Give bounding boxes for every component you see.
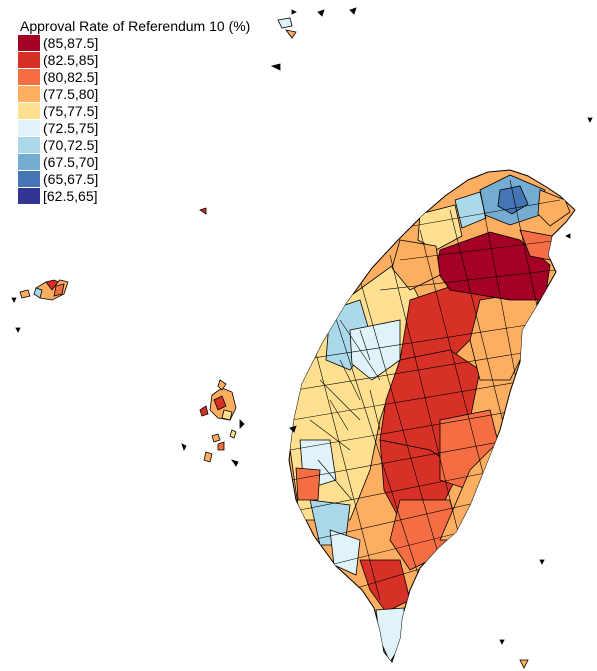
legend-items: (85,87.5] (82.5,85] (80,82.5] (77.5,80] (75,… — [18, 34, 250, 204]
legend-swatch — [18, 170, 40, 187]
region-new-taipei — [454, 191, 487, 229]
map-legend: Approval Rate of Referendum 10 (%) (85,8… — [18, 18, 250, 204]
legend-item: (75,77.5] — [18, 102, 250, 119]
legend-swatch — [18, 51, 40, 68]
legend-swatch — [18, 85, 40, 102]
legend-item: (65,67.5] — [18, 170, 250, 187]
legend-item: (85,87.5] — [18, 34, 250, 51]
region-yilan-coast — [519, 229, 553, 261]
region-pingtung — [359, 559, 411, 613]
legend-swatch — [18, 187, 40, 204]
legend-item: (80,82.5] — [18, 68, 250, 85]
legend-label: (65,67.5] — [43, 170, 99, 187]
region-north-highlands — [435, 231, 551, 301]
legend-item: (70,72.5] — [18, 136, 250, 153]
penghu-islands — [181, 379, 245, 467]
legend-label: (72.5,75] — [43, 119, 99, 136]
legend-title: Approval Rate of Referendum 10 (%) — [20, 18, 251, 34]
legend-label: (85,87.5] — [43, 34, 99, 51]
legend-item: (67.5,70] — [18, 153, 250, 170]
region-hualien — [469, 289, 541, 381]
region-taoyuan — [417, 204, 463, 251]
region-hsinchu — [391, 239, 441, 291]
legend-label: (70,72.5] — [43, 136, 99, 153]
legend-label: (67.5,70] — [43, 153, 99, 170]
region-southwest-b — [329, 529, 361, 576]
region-chiayi — [295, 467, 321, 501]
legend-swatch — [18, 102, 40, 119]
legend-swatch — [18, 136, 40, 153]
small-islets — [15, 117, 593, 669]
legend-swatch — [18, 68, 40, 85]
legend-label: (82.5,85] — [43, 51, 99, 68]
kinmen-islands — [11, 279, 69, 303]
legend-item: (82.5,85] — [18, 51, 250, 68]
legend-label: (80,82.5] — [43, 68, 99, 85]
legend-swatch — [18, 34, 40, 51]
legend-label: [62.5,65] — [43, 187, 98, 204]
legend-item: (77.5,80] — [18, 85, 250, 102]
legend-label: (75,77.5] — [43, 102, 99, 119]
legend-swatch — [18, 119, 40, 136]
legend-item: [62.5,65] — [18, 187, 250, 204]
matsu-islands — [270, 7, 357, 71]
legend-item: (72.5,75] — [18, 119, 250, 136]
legend-swatch — [18, 153, 40, 170]
region-hengchun — [375, 607, 405, 662]
region-keelung — [537, 189, 571, 227]
legend-label: (77.5,80] — [43, 85, 99, 102]
